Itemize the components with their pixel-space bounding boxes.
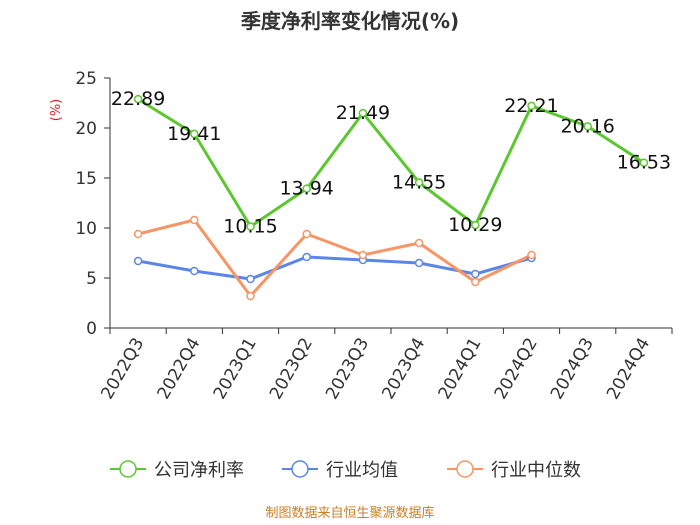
legend-label: 行业均值 [326, 460, 398, 481]
legend-marker [291, 460, 309, 478]
y-tick-label: 20 [75, 119, 97, 139]
data-point [246, 222, 255, 231]
legend-label: 行业中位数 [491, 460, 581, 481]
data-point [190, 266, 199, 276]
y-tick-label: 0 [86, 319, 97, 339]
data-label: 16.53 [617, 152, 671, 174]
x-tick-label: 2022Q3 [97, 335, 148, 403]
data-point [639, 158, 649, 167]
data-point [414, 178, 424, 187]
data-point [527, 250, 536, 260]
legend-marker [456, 460, 474, 478]
y-tick-label: 10 [75, 219, 97, 239]
series-line [137, 218, 533, 298]
data-point [302, 252, 311, 262]
x-tick-label: 2023Q1 [210, 335, 261, 403]
series-lines [137, 97, 645, 298]
x-tick-label: 2023Q3 [322, 335, 373, 403]
data-point [414, 258, 424, 268]
data-point [471, 269, 480, 279]
legend-label: 公司净利率 [154, 460, 244, 481]
series-line [137, 255, 532, 281]
x-tick-label: 2022Q4 [154, 335, 205, 403]
data-point [414, 238, 424, 248]
x-tick-label: 2024Q1 [435, 335, 486, 403]
data-label: 20.16 [560, 115, 614, 137]
x-tick-label: 2023Q4 [378, 335, 429, 403]
y-tick-label: 15 [75, 169, 97, 189]
data-point [246, 291, 255, 301]
chart-title: 季度净利率变化情况(%) [240, 9, 459, 33]
data-label: 13.94 [279, 178, 333, 200]
y-unit-label: (%) [49, 99, 64, 122]
data-point [302, 184, 311, 193]
x-tick-label: 2024Q2 [491, 335, 542, 403]
data-label: 22.89 [111, 88, 165, 110]
data-point [133, 94, 143, 104]
series-points [133, 94, 649, 301]
data-point [133, 256, 143, 266]
data-point [527, 101, 536, 111]
data-label: 22.21 [504, 95, 558, 117]
data-point [190, 129, 199, 139]
source-note: 制图数据来自恒生聚源数据库 [265, 505, 434, 521]
data-point [246, 274, 255, 284]
legend: 公司净利率 行业均值 行业中位数 [110, 460, 581, 481]
data-label: 21.49 [336, 102, 390, 124]
data-point [471, 277, 480, 287]
data-label: 14.55 [392, 172, 446, 194]
data-point [358, 108, 368, 118]
data-label: 10.15 [223, 216, 277, 238]
x-tick-label: 2023Q2 [266, 335, 317, 403]
data-point [583, 122, 592, 131]
x-tick-label: 2024Q3 [547, 335, 598, 403]
data-label: 10.29 [448, 214, 502, 236]
data-point [190, 215, 199, 225]
data-point [358, 250, 368, 260]
data-point [133, 229, 143, 239]
y-tick-label: 5 [86, 269, 97, 289]
series-line [137, 97, 645, 228]
legend-marker [119, 460, 137, 478]
data-point [471, 220, 480, 230]
data-label: 19.41 [167, 123, 221, 145]
data-point [302, 229, 311, 239]
x-tick-label: 2024Q4 [603, 335, 654, 403]
y-tick-label: 25 [75, 69, 97, 89]
